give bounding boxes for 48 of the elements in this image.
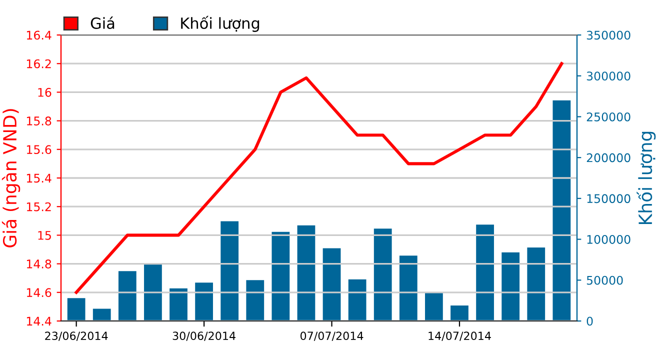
legend-label: Khối lượng: [181, 16, 260, 32]
bar: [246, 280, 264, 321]
y-tick-label: 14.4: [26, 316, 52, 326]
y-tick-label: 15.6: [26, 145, 52, 154]
y2-axis-title: Khối lượng: [636, 132, 656, 224]
y-tick-label: 14.6: [26, 288, 52, 298]
y2-tick-label: 100000: [587, 235, 630, 244]
y2-tick-label: 50000: [586, 276, 623, 285]
y2-tick-label: 0: [586, 316, 593, 326]
bar: [195, 282, 213, 321]
bar: [297, 225, 316, 321]
y-tick-label: 16.2: [26, 59, 51, 68]
bar: [450, 305, 468, 321]
bar: [476, 224, 494, 321]
line-series: [74, 62, 564, 294]
bar: [118, 271, 136, 321]
y-tick-label: 16.4: [26, 30, 52, 40]
bar: [552, 100, 571, 321]
bar: [527, 247, 546, 321]
bar: [144, 264, 162, 321]
bar: [67, 298, 86, 321]
y2-tick-label: 250000: [586, 112, 630, 122]
y-tick-label: 15.2: [26, 202, 51, 212]
bar: [348, 279, 366, 321]
bar: [425, 292, 443, 321]
bar: [374, 228, 392, 321]
y2-tick-label: 150000: [587, 194, 630, 204]
x-tick-label: 07/07/2014: [300, 332, 364, 341]
y2-tick-label: 300000: [586, 72, 630, 81]
y-tick-label: 14.8: [26, 260, 52, 268]
bar: [170, 288, 188, 321]
bar: [399, 256, 418, 321]
y-tick-label: 16: [38, 88, 52, 97]
y-tick-label: 15: [38, 231, 51, 240]
y-tick-label: 15.8: [26, 116, 52, 126]
legend-label: Giá: [90, 16, 114, 29]
bar: [272, 232, 290, 321]
y2-tick-label: 200000: [586, 153, 630, 162]
y-axis-title: Giá (ngàn VND): [2, 109, 20, 248]
x-tick-label: 30/06/2014: [172, 332, 236, 341]
x-tick-label: 23/06/2014: [45, 332, 108, 341]
y-tick-label: 15.4: [26, 174, 52, 183]
y2-tick-label: 350000: [586, 30, 630, 40]
bar: [92, 308, 111, 321]
bar: [220, 221, 239, 321]
x-tick-label: 14/07/2014: [428, 332, 491, 341]
bar: [502, 252, 520, 321]
bar: [322, 248, 341, 321]
